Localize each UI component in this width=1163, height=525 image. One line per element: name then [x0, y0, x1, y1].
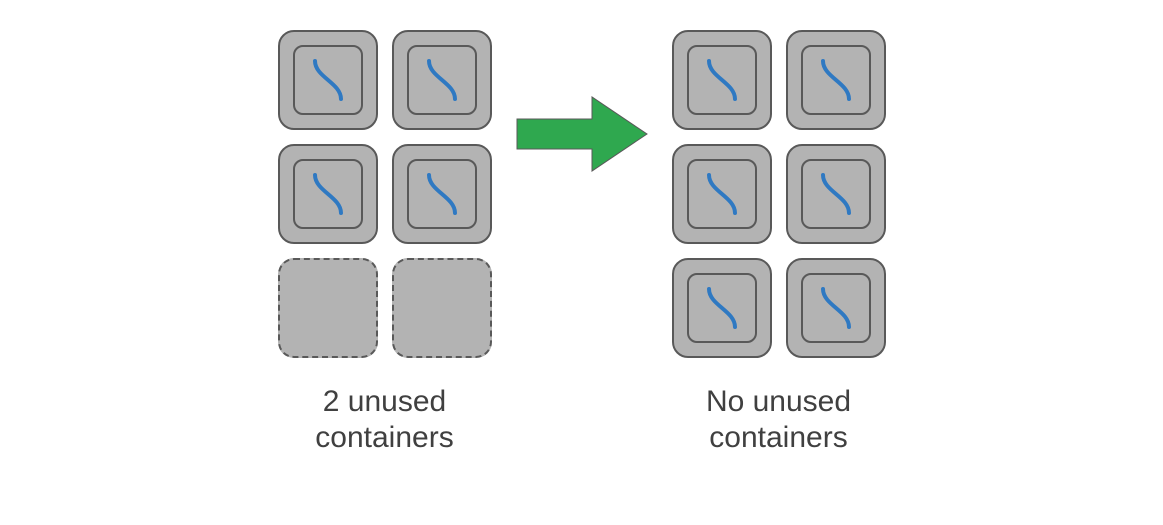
right-panel: No unused containers [672, 30, 886, 456]
container-box [672, 144, 772, 244]
container-box [392, 144, 492, 244]
curve-icon [417, 169, 467, 219]
empty-container-box [392, 258, 492, 358]
inner-box [687, 45, 757, 115]
left-caption-line1: 2 unused [323, 385, 446, 418]
left-grid [278, 30, 492, 358]
arrow-wrap [512, 0, 652, 298]
container-box [278, 30, 378, 130]
right-caption-line1: No unused [706, 385, 851, 418]
arrow-icon [512, 89, 652, 179]
container-box [672, 258, 772, 358]
container-box [786, 144, 886, 244]
curve-icon [811, 283, 861, 333]
right-grid [672, 30, 886, 358]
inner-box [801, 159, 871, 229]
curve-icon [303, 169, 353, 219]
curve-icon [417, 55, 467, 105]
inner-box [801, 45, 871, 115]
container-box [786, 30, 886, 130]
inner-box [687, 159, 757, 229]
left-caption: 2 unused containers [315, 384, 453, 456]
container-box [672, 30, 772, 130]
right-caption-line2: containers [709, 421, 847, 454]
inner-box [407, 159, 477, 229]
left-panel: 2 unused containers [278, 30, 492, 456]
right-caption: No unused containers [706, 384, 851, 456]
curve-icon [697, 55, 747, 105]
container-diagram: 2 unused containers No unused containers [278, 30, 886, 456]
container-box [392, 30, 492, 130]
curve-icon [697, 283, 747, 333]
left-caption-line2: containers [315, 421, 453, 454]
empty-container-box [278, 258, 378, 358]
curve-icon [811, 55, 861, 105]
inner-box [293, 159, 363, 229]
container-box [786, 258, 886, 358]
inner-box [801, 273, 871, 343]
inner-box [407, 45, 477, 115]
inner-box [687, 273, 757, 343]
inner-box [293, 45, 363, 115]
container-box [278, 144, 378, 244]
curve-icon [697, 169, 747, 219]
curve-icon [303, 55, 353, 105]
curve-icon [811, 169, 861, 219]
